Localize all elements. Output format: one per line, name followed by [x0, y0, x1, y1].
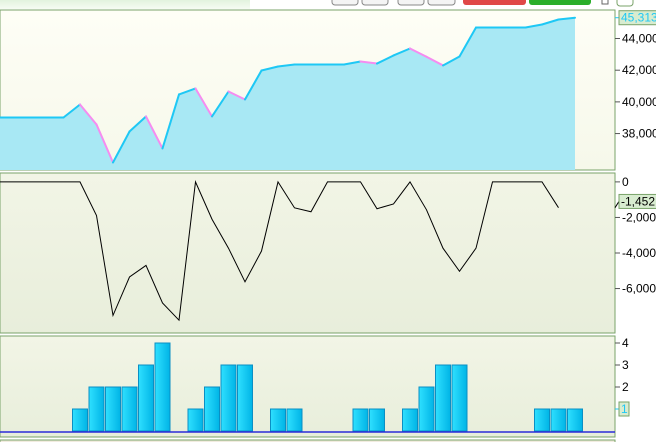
equity-down-segment — [79, 103, 98, 126]
bar — [220, 364, 237, 432]
y-tick-label: 3 — [622, 358, 629, 372]
last-value-label: 1 — [621, 402, 628, 416]
bar — [154, 342, 171, 432]
equity-segment — [244, 69, 263, 101]
drawdown-line — [0, 180, 559, 322]
last-value-label: -1,452. — [621, 194, 656, 208]
equity-segment — [458, 26, 477, 58]
equity-segment — [442, 55, 461, 67]
bar — [138, 364, 154, 432]
last-value-label: 45,313 — [621, 11, 656, 25]
bar — [435, 364, 451, 432]
equity-segment — [277, 63, 296, 68]
bar — [121, 386, 138, 432]
toolbar-button[interactable] — [616, 0, 634, 7]
equity-area — [0, 17, 575, 170]
y-tick-label: 38,000 — [622, 127, 656, 141]
equity-segment — [128, 115, 147, 133]
equity-down-segment — [425, 55, 444, 67]
equity-segment — [343, 60, 362, 66]
equity-down-segment — [194, 87, 213, 118]
y-tick-label: 40,000 — [622, 95, 656, 109]
equity-down-segment — [227, 90, 246, 101]
bar — [204, 386, 220, 432]
bar — [88, 386, 105, 432]
toolbar-button[interactable] — [397, 0, 425, 6]
equity-segment — [524, 23, 543, 29]
bar — [72, 408, 88, 432]
bar — [105, 386, 121, 432]
bar — [550, 408, 567, 432]
bottom-strip — [0, 439, 616, 442]
toolbar-button[interactable] — [361, 0, 389, 6]
bar — [369, 408, 385, 432]
equity-segment — [62, 103, 81, 119]
green-button[interactable] — [529, 0, 591, 5]
y-tick-label: -4,000 — [622, 246, 656, 260]
last-value-badge — [618, 10, 656, 26]
toolbar-button[interactable] — [427, 0, 456, 6]
y-tick-label: -2,000 — [622, 210, 656, 224]
bar — [286, 408, 303, 432]
y-tick-label: 44,000 — [622, 32, 656, 46]
header-strip — [0, 0, 250, 9]
y-tick-label: -6,000 — [622, 282, 656, 296]
bar — [237, 364, 253, 432]
toolbar — [331, 0, 634, 7]
y-tick-label: 2 — [622, 380, 629, 394]
equity-down-segment — [95, 123, 114, 164]
y-tick-label: 42,000 — [622, 63, 656, 77]
equity-down-segment — [359, 60, 378, 65]
bar — [534, 408, 550, 432]
y-tick-label: 0 — [622, 175, 629, 189]
last-value-tick — [614, 201, 620, 208]
equity-segment — [557, 16, 576, 21]
last-value-badge — [618, 401, 630, 417]
equity-segment — [211, 90, 230, 118]
bar — [352, 408, 369, 432]
last-value-badge — [618, 193, 656, 209]
equity-segment — [541, 18, 560, 26]
bar — [187, 408, 204, 432]
drawdown-panel — [0, 172, 616, 334]
checkbox[interactable] — [601, 0, 609, 5]
equity-down-segment — [409, 47, 428, 58]
equity-segment — [161, 93, 180, 150]
toolbar-button[interactable] — [331, 0, 359, 6]
bar — [451, 364, 468, 432]
y-tick-label: 4 — [622, 336, 629, 350]
red-button[interactable] — [463, 0, 526, 5]
bar — [270, 408, 286, 432]
equity-down-segment — [145, 115, 164, 150]
bar — [567, 408, 583, 432]
equity-segment — [376, 54, 395, 65]
equity-segment — [112, 130, 131, 164]
bar — [402, 408, 418, 432]
equity-segment — [392, 47, 411, 57]
equity-segment — [260, 65, 279, 72]
equity-segment — [178, 87, 197, 96]
bar — [418, 386, 435, 432]
